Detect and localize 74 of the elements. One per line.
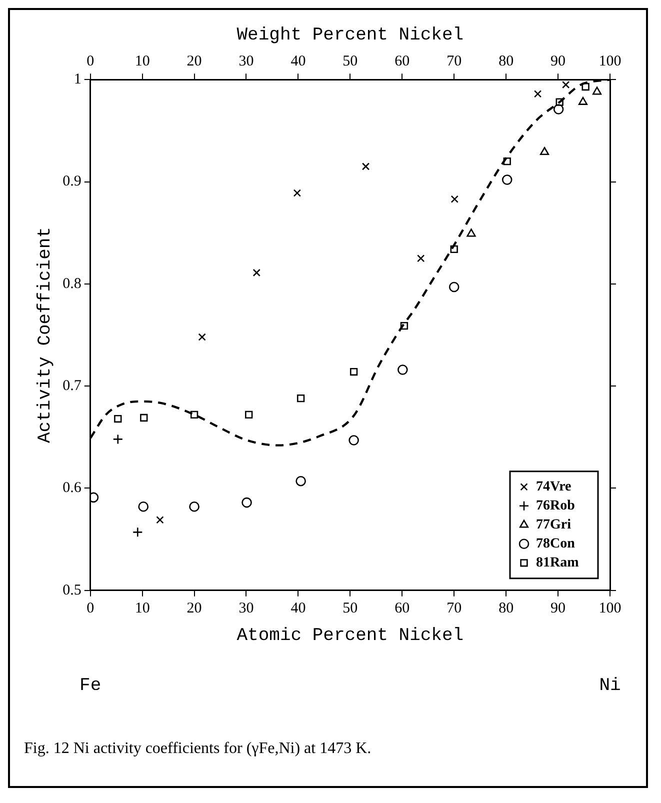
x2-tick-label: 100 — [598, 54, 622, 70]
text: Fe — [80, 676, 102, 696]
point — [198, 333, 206, 341]
y-tick-label: 0.6 — [62, 480, 82, 496]
point — [503, 157, 511, 166]
x2-tick-label: 10 — [134, 54, 150, 70]
point — [466, 228, 476, 237]
x2-tick-label: 80 — [498, 54, 514, 70]
x-tick-label: 100 — [598, 600, 622, 616]
point — [252, 268, 260, 277]
legend-label: 78Con — [536, 536, 576, 552]
x-tick-label: 30 — [238, 600, 254, 616]
point — [190, 410, 198, 419]
point — [114, 414, 122, 423]
x-tick-label: 50 — [342, 600, 358, 616]
point — [90, 492, 99, 503]
point — [293, 189, 302, 197]
point — [398, 364, 408, 375]
legend-label: 77Gri — [536, 518, 572, 533]
point — [400, 322, 408, 330]
point — [242, 497, 252, 508]
x-tick-label: 40 — [290, 600, 306, 616]
point — [140, 414, 148, 422]
x2-tick-label: 90 — [550, 54, 566, 70]
legend-label: 74Vre — [536, 480, 572, 495]
x-tick-label: 0 — [86, 600, 94, 616]
legend-label: 81Ram — [536, 556, 580, 571]
point — [417, 254, 425, 262]
x2-tick-label: 0 — [86, 54, 94, 70]
point — [556, 98, 564, 106]
point — [362, 162, 370, 170]
point — [245, 410, 253, 419]
point — [553, 104, 564, 114]
x2-tick-label: 50 — [342, 54, 358, 70]
point — [138, 501, 149, 512]
point — [348, 435, 359, 446]
text: Ni — [599, 676, 621, 696]
point — [582, 82, 590, 91]
point — [350, 368, 358, 376]
point — [450, 195, 458, 203]
point — [450, 245, 458, 254]
x-axis-title: Atomic Percent Nickel — [236, 626, 464, 646]
x-tick-label: 10 — [134, 600, 150, 616]
x2-axis-title: Weight Percent Nickel — [236, 26, 464, 46]
point — [534, 90, 542, 98]
point — [592, 86, 602, 95]
x-tick-label: 20 — [186, 600, 202, 616]
y-tick-label: 0.5 — [62, 582, 82, 598]
x-tick-label: 90 — [550, 600, 566, 616]
x2-tick-label: 40 — [290, 54, 306, 70]
x2-tick-label: 60 — [394, 54, 410, 70]
point — [189, 501, 200, 512]
x-tick-label: 80 — [498, 600, 514, 616]
point — [562, 80, 570, 89]
y-tick-label: 1 — [74, 72, 82, 88]
point — [296, 394, 305, 402]
x-tick-label: 70 — [446, 600, 462, 616]
y-tick-label: 0.9 — [62, 174, 82, 190]
point — [296, 476, 306, 486]
caption: Fig. 12 Ni activity coefficients for (γFe,Ni) at 1473 K. — [24, 740, 372, 758]
x-tick-label: 60 — [394, 600, 410, 616]
legend-label: 76Rob — [536, 498, 576, 514]
point — [112, 434, 124, 444]
point — [448, 282, 460, 292]
x2-tick-label: 20 — [186, 54, 202, 70]
x2-tick-label: 30 — [238, 54, 254, 70]
y-axis-title: Activity Coefficient — [36, 226, 56, 444]
point — [502, 174, 512, 185]
point — [540, 146, 550, 156]
y-tick-label: 0.8 — [62, 276, 82, 292]
x2-tick-label: 70 — [446, 54, 462, 70]
y-tick-label: 0.7 — [62, 378, 82, 394]
point — [156, 516, 164, 524]
point — [578, 96, 588, 105]
